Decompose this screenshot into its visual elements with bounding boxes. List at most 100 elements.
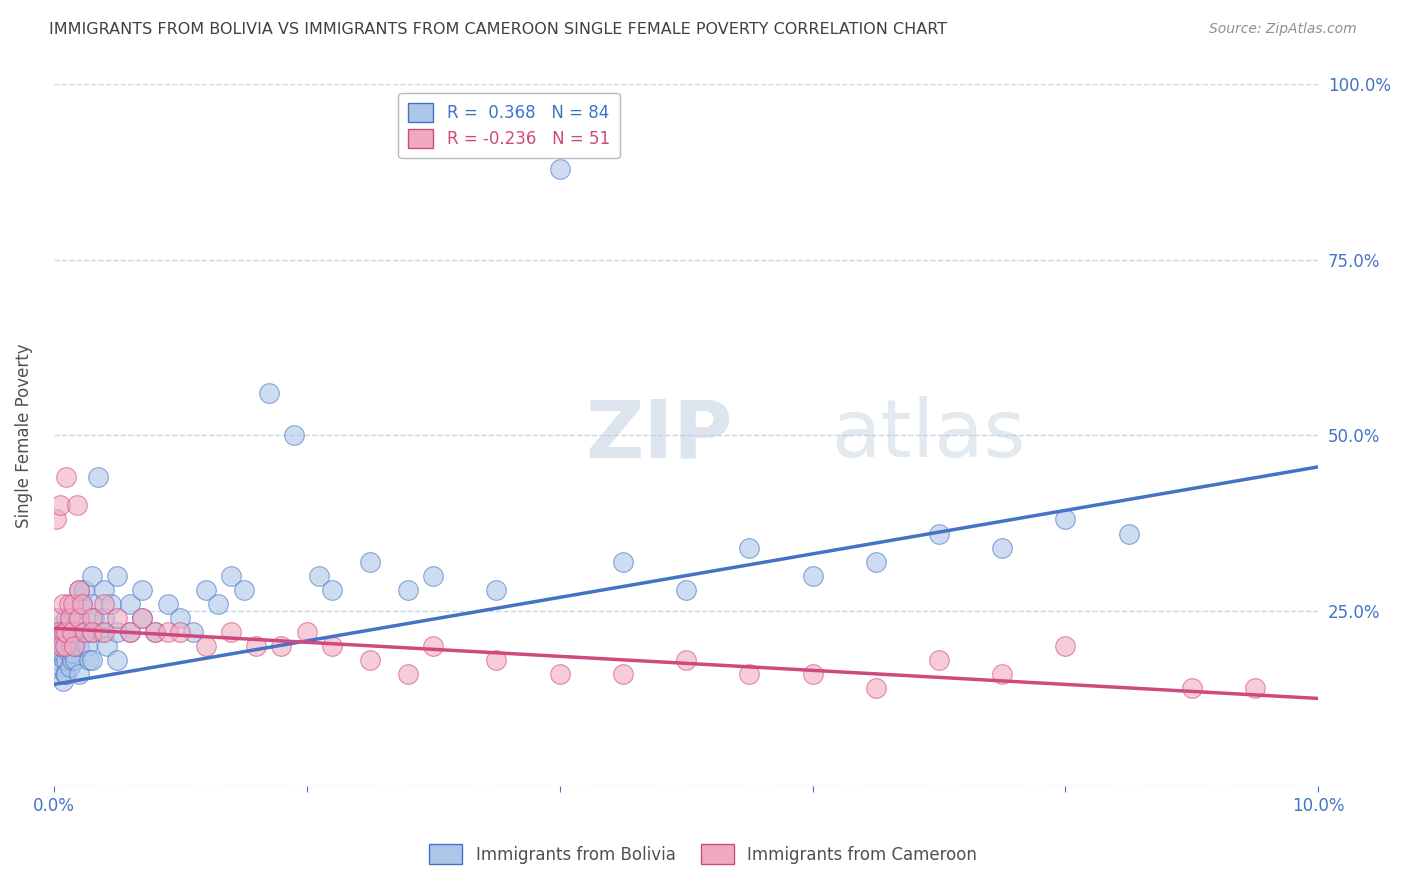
- Point: [46, 611, 69, 625]
- Point: [55, 666, 77, 681]
- Point: [67, 582, 90, 597]
- Point: [295, 624, 318, 639]
- Point: [1054, 512, 1077, 526]
- Point: [143, 624, 166, 639]
- Point: [62, 597, 84, 611]
- Point: [93, 611, 115, 625]
- Point: [49, 646, 72, 660]
- Point: [801, 666, 824, 681]
- Point: [675, 582, 697, 597]
- Point: [991, 541, 1014, 555]
- Point: [143, 624, 166, 639]
- Point: [1118, 526, 1140, 541]
- Point: [156, 624, 179, 639]
- Point: [928, 526, 950, 541]
- Point: [321, 582, 343, 597]
- Point: [865, 555, 887, 569]
- Point: [76, 639, 98, 653]
- Point: [55, 611, 77, 625]
- Point: [181, 624, 204, 639]
- Point: [70, 597, 93, 611]
- Point: [118, 624, 141, 639]
- Point: [219, 624, 242, 639]
- Point: [59, 660, 82, 674]
- Point: [169, 624, 191, 639]
- Point: [131, 611, 153, 625]
- Point: [283, 428, 305, 442]
- Point: [105, 653, 128, 667]
- Point: [55, 624, 77, 639]
- Point: [396, 582, 419, 597]
- Point: [90, 624, 112, 639]
- Point: [65, 632, 87, 646]
- Point: [55, 639, 77, 653]
- Point: [48, 624, 70, 639]
- Point: [55, 653, 77, 667]
- Point: [63, 639, 86, 653]
- Point: [928, 653, 950, 667]
- Point: [485, 653, 508, 667]
- Point: [67, 611, 90, 625]
- Point: [52, 653, 75, 667]
- Point: [59, 611, 82, 625]
- Point: [51, 660, 73, 674]
- Point: [62, 604, 84, 618]
- Point: [245, 639, 267, 653]
- Point: [207, 597, 229, 611]
- Point: [359, 653, 381, 667]
- Point: [45, 624, 67, 639]
- Text: IMMIGRANTS FROM BOLIVIA VS IMMIGRANTS FROM CAMEROON SINGLE FEMALE POVERTY CORREL: IMMIGRANTS FROM BOLIVIA VS IMMIGRANTS FR…: [49, 22, 948, 37]
- Point: [100, 597, 122, 611]
- Legend: Immigrants from Bolivia, Immigrants from Cameroon: Immigrants from Bolivia, Immigrants from…: [422, 838, 984, 871]
- Point: [58, 617, 80, 632]
- Point: [118, 624, 141, 639]
- Point: [67, 639, 90, 653]
- Point: [80, 597, 103, 611]
- Point: [59, 632, 82, 646]
- Point: [52, 624, 75, 639]
- Point: [58, 597, 80, 611]
- Point: [60, 653, 83, 667]
- Point: [1054, 639, 1077, 653]
- Point: [422, 568, 444, 582]
- Point: [131, 611, 153, 625]
- Point: [83, 611, 105, 625]
- Point: [67, 611, 90, 625]
- Point: [80, 624, 103, 639]
- Point: [105, 611, 128, 625]
- Point: [65, 653, 87, 667]
- Point: [194, 582, 217, 597]
- Point: [65, 499, 87, 513]
- Point: [801, 568, 824, 582]
- Point: [80, 653, 103, 667]
- Point: [118, 597, 141, 611]
- Point: [63, 624, 86, 639]
- Point: [52, 597, 75, 611]
- Point: [194, 639, 217, 653]
- Point: [52, 673, 75, 688]
- Point: [52, 639, 75, 653]
- Point: [51, 639, 73, 653]
- Point: [73, 582, 96, 597]
- Point: [548, 666, 571, 681]
- Point: [67, 666, 90, 681]
- Y-axis label: Single Female Poverty: Single Female Poverty: [15, 343, 32, 527]
- Point: [67, 582, 90, 597]
- Point: [270, 639, 292, 653]
- Point: [308, 568, 330, 582]
- Point: [80, 568, 103, 582]
- Point: [70, 624, 93, 639]
- Text: Source: ZipAtlas.com: Source: ZipAtlas.com: [1209, 22, 1357, 37]
- Point: [1244, 681, 1267, 695]
- Point: [738, 666, 761, 681]
- Point: [675, 653, 697, 667]
- Point: [80, 624, 103, 639]
- Point: [93, 597, 115, 611]
- Point: [63, 639, 86, 653]
- Point: [612, 555, 634, 569]
- Point: [80, 611, 103, 625]
- Point: [1181, 681, 1204, 695]
- Point: [77, 653, 100, 667]
- Point: [131, 582, 153, 597]
- Point: [75, 624, 97, 639]
